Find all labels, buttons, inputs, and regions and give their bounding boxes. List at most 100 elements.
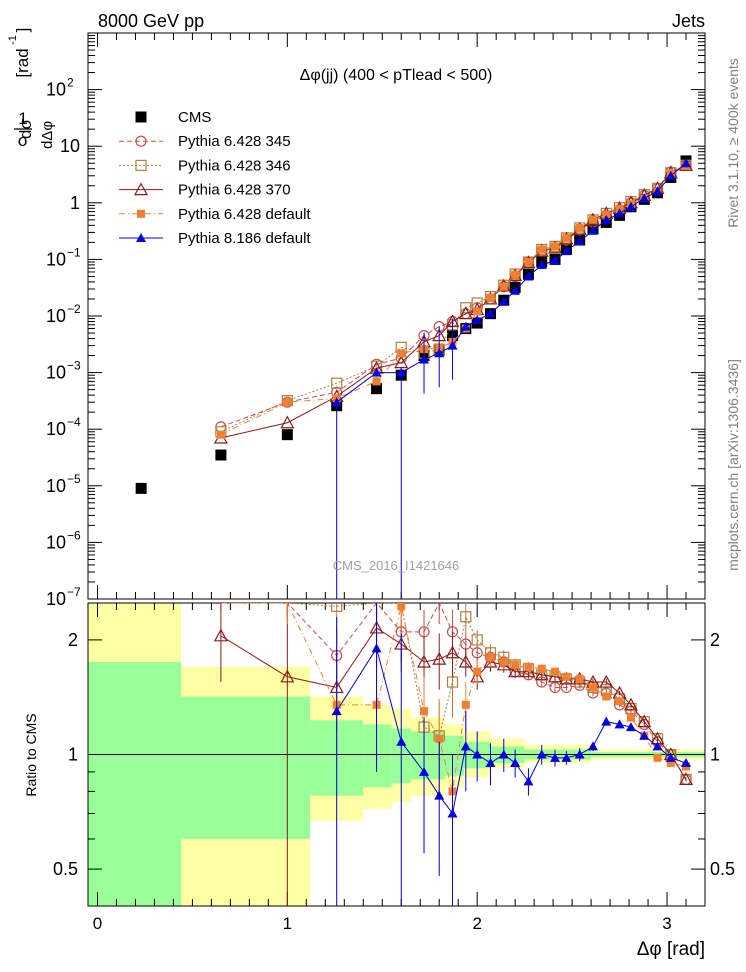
main-point	[371, 383, 383, 395]
main-point	[536, 259, 547, 269]
ratio-point	[483, 654, 498, 668]
ratio-point	[213, 628, 228, 642]
main-point	[614, 208, 625, 218]
main-y-tick-exponent: −5	[67, 472, 81, 486]
main-point	[510, 285, 521, 295]
ylabel-unit: [rad	[13, 48, 32, 77]
legend-label: Pythia 6.428 345	[178, 133, 291, 150]
main-point	[485, 308, 496, 318]
ratio-point	[537, 664, 546, 673]
ratio-point	[331, 603, 343, 612]
main-y-axis-label: 1 σ dσ dΔφ [rad -1 ]	[7, 28, 56, 150]
main-point	[601, 214, 612, 224]
ratio-point	[447, 808, 458, 818]
main-y-tick-label: 1	[70, 193, 80, 213]
main-point	[523, 271, 534, 281]
ylabel-ddphi: dΔφ	[39, 121, 56, 149]
ratio-point	[432, 651, 447, 665]
ratio-point	[458, 654, 473, 668]
main-point	[473, 307, 482, 316]
ratio-point	[510, 757, 521, 767]
main-point	[331, 377, 343, 389]
main-y-tick-exponent: −6	[67, 528, 81, 542]
main-y-tick-label: 10	[46, 419, 66, 439]
ylabel-one: 1	[18, 109, 27, 128]
main-y-tick-label: 10	[46, 363, 66, 383]
ratio-point	[534, 667, 549, 681]
ratio-point	[446, 676, 459, 688]
ratio-point	[417, 654, 432, 668]
ratio-point	[602, 692, 611, 701]
side-rivet-label: Rivet 3.1.10, ≥ 400k events	[725, 58, 741, 228]
main-point	[574, 236, 585, 246]
ratio-point	[601, 716, 612, 726]
ratio-y-tick-label-right: 2	[710, 630, 720, 650]
main-y-tick-exponent: −3	[67, 359, 81, 373]
main-point	[331, 397, 342, 407]
ratio-series-5	[331, 603, 692, 906]
legend-label: Pythia 8.186 default	[178, 230, 311, 247]
main-point	[537, 245, 546, 254]
ratio-point	[471, 634, 483, 646]
main-point	[588, 215, 597, 224]
ylabel-unit-sup: -1	[7, 35, 19, 45]
main-point	[215, 449, 227, 461]
ratio-point	[652, 741, 663, 751]
watermark-analysis-id: CMS_2016_I1421646	[333, 558, 460, 573]
main-point	[499, 282, 508, 291]
main-y-tick-label: 10	[46, 532, 66, 552]
main-point	[665, 170, 676, 180]
ratio-point	[588, 683, 597, 692]
main-y-tick-label: 10	[46, 306, 66, 326]
legend-marker	[137, 209, 145, 218]
ratio-point	[460, 611, 472, 623]
legend-label: Pythia 6.428 370	[178, 182, 291, 199]
ratio-band-1sigma-0	[88, 661, 182, 906]
ratio-y-tick-label-right: 1	[710, 745, 720, 765]
ylabel-sigma: σ	[18, 131, 29, 150]
main-point	[602, 210, 611, 219]
legend-label: CMS	[178, 109, 211, 126]
ratio-point	[548, 669, 563, 683]
main-point	[460, 302, 472, 314]
ratio-point	[331, 706, 342, 716]
ratio-point	[549, 681, 561, 694]
ratio-y-axis-label: Ratio to CMS	[23, 713, 39, 796]
main-point	[280, 415, 295, 429]
main-point	[396, 367, 407, 377]
main-series-5	[331, 158, 692, 407]
main-y-tick-label: 10	[60, 136, 80, 156]
main-point	[551, 242, 560, 251]
x-axis-label: Δφ [rad]	[637, 939, 705, 960]
ratio-point	[666, 758, 675, 767]
main-point	[486, 293, 495, 302]
main-point	[460, 321, 471, 331]
main-series-1	[215, 159, 692, 433]
main-point	[458, 306, 473, 320]
main-point	[498, 296, 509, 306]
ratio-point	[615, 697, 624, 706]
ratio-point	[419, 766, 430, 776]
ratio-point	[486, 653, 495, 662]
ratio-point	[461, 700, 470, 709]
x-tick-label: 0	[93, 914, 102, 933]
ratio-point	[473, 667, 482, 676]
ratio-point	[550, 752, 561, 762]
ratio-y-tick-label: 0.5	[53, 859, 78, 879]
ratio-point	[397, 603, 406, 611]
main-point	[472, 314, 483, 324]
ratio-point	[653, 753, 662, 762]
main-point	[281, 429, 293, 441]
ratio-point	[508, 664, 523, 678]
legend-label: Pythia 6.428 default	[178, 206, 311, 223]
ratio-point	[575, 674, 584, 683]
ratio-point	[445, 645, 460, 659]
header-left-label: 8000 GeV pp	[98, 11, 204, 31]
main-point	[511, 270, 520, 279]
ratio-point	[623, 697, 638, 711]
ratio-point	[460, 741, 471, 751]
main-point	[524, 257, 533, 266]
plot-title: Δφ(jj) (400 < pTlead < 500)	[300, 67, 493, 84]
ylabel-dsigma: dσ	[16, 119, 35, 139]
